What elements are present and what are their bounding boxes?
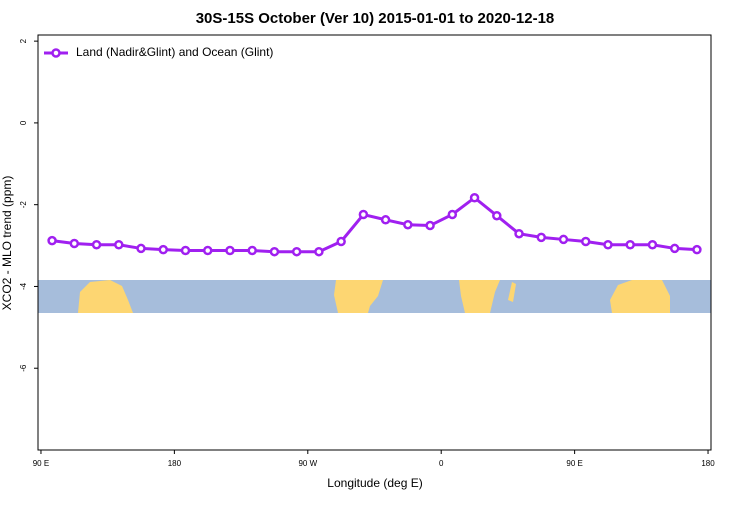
point — [91, 239, 102, 250]
land — [334, 280, 383, 313]
y-tick-label: 0 — [19, 120, 28, 125]
point — [514, 228, 524, 239]
x-tick-label: 0 — [439, 459, 444, 468]
point — [247, 245, 257, 256]
point — [180, 245, 191, 256]
point — [114, 239, 124, 250]
point — [202, 245, 213, 256]
point — [291, 246, 302, 257]
legend-label: Land (Nadir&Glint) and Ocean (Glint) — [76, 45, 273, 59]
x-tick-label: 180 — [701, 459, 715, 468]
point — [603, 239, 613, 250]
y-tick-label: -4 — [19, 282, 28, 290]
point — [669, 243, 680, 254]
map-strip — [38, 280, 711, 313]
series-line — [51, 195, 697, 254]
y-tick-label: -2 — [19, 201, 28, 209]
point — [425, 220, 435, 231]
plot-frame — [37, 34, 712, 451]
point — [536, 232, 547, 243]
x-tick-label: 90 E — [33, 459, 49, 468]
point — [447, 209, 458, 220]
y-axis-label: XCO2 - MLO trend (ppm) — [0, 176, 14, 311]
point — [269, 246, 280, 257]
y-tick-label: -6 — [19, 364, 28, 372]
x-tick-label: 90 E — [566, 459, 582, 468]
point — [69, 238, 80, 249]
point — [580, 236, 591, 247]
point — [469, 192, 480, 203]
point — [358, 209, 369, 220]
point — [225, 245, 235, 256]
point — [492, 210, 502, 221]
point — [625, 239, 635, 250]
point — [692, 244, 702, 255]
point — [136, 243, 146, 254]
point — [158, 244, 169, 255]
land — [610, 280, 670, 313]
chart-title: 30S-15S October (Ver 10) 2015-01-01 to 2… — [196, 10, 555, 27]
y-tick-label: 2 — [19, 38, 28, 43]
point — [647, 239, 658, 250]
x-tick-label: 180 — [168, 459, 182, 468]
point — [403, 219, 413, 230]
point — [314, 246, 324, 257]
x-tick-label: 90 W — [298, 459, 317, 468]
x-axis-label: Longitude (deg E) — [327, 476, 422, 490]
point — [380, 215, 391, 225]
land — [459, 280, 500, 313]
point — [47, 235, 57, 246]
point — [336, 236, 346, 247]
land — [508, 282, 516, 302]
land — [78, 280, 133, 313]
point — [558, 234, 569, 245]
legend-marker — [51, 48, 61, 58]
